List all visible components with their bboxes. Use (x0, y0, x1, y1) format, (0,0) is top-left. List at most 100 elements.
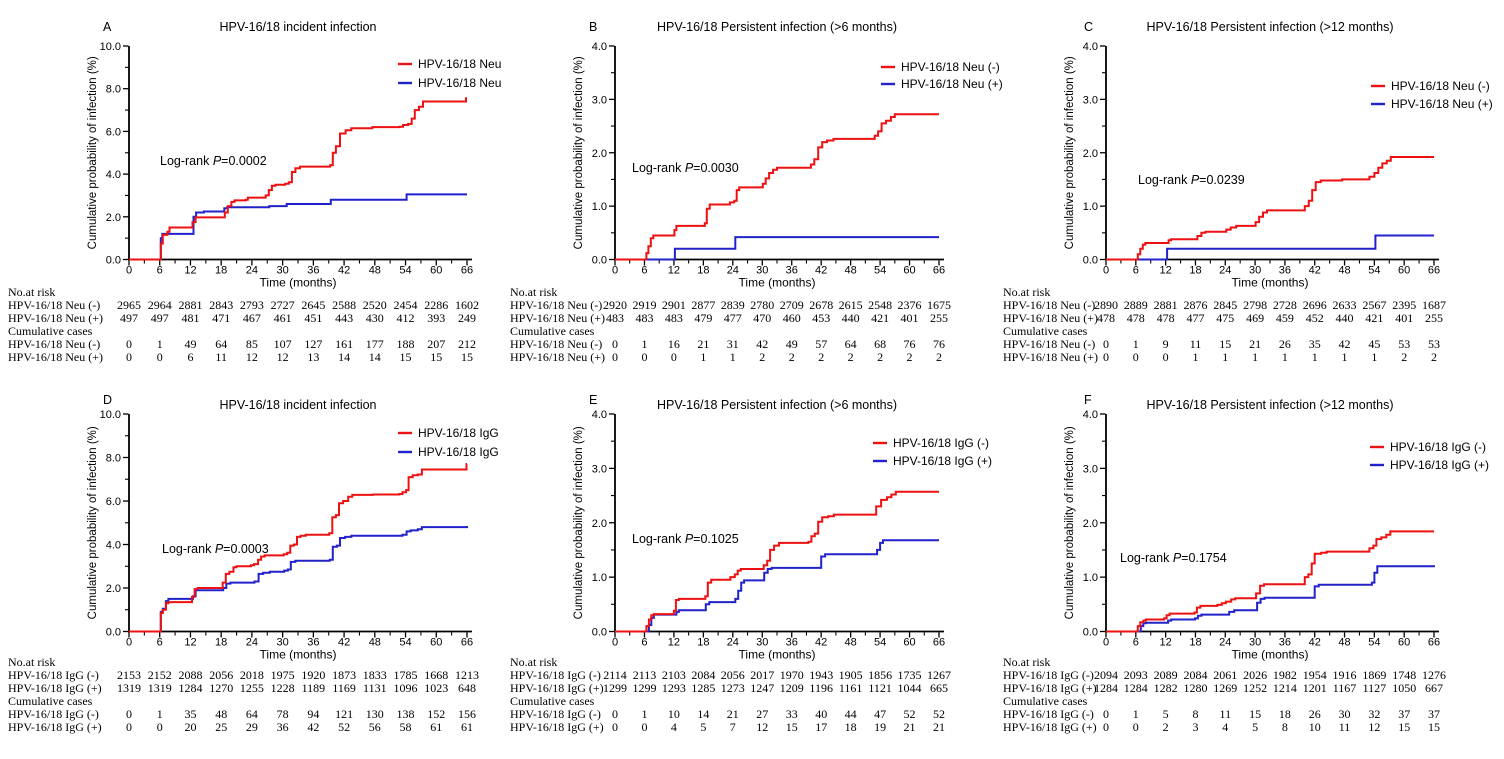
x-tick-label: 60 (1398, 637, 1410, 649)
risk-table-cell: 1131 (363, 680, 387, 695)
logrank-annotation: Log-rank P=0.0003 (162, 542, 269, 556)
legend-label: HPV-16/18 Neu (-) (418, 57, 501, 71)
x-tick-label: 6 (157, 637, 163, 649)
risk-table-row-label: HPV-16/18 IgG (+) (8, 680, 102, 695)
risk-table-cell: 2376 (897, 297, 922, 312)
logrank-annotation: Log-rank P=0.0239 (1138, 173, 1245, 187)
risk-table-cell: 2567 (1362, 297, 1387, 312)
risk-table-cell: 1 (700, 349, 707, 364)
panel-letter: D (103, 393, 112, 407)
risk-table-cell: 17 (815, 719, 828, 734)
y-tick-label: 2.0 (106, 583, 121, 595)
x-tick-label: 6 (641, 265, 647, 277)
km-chart-d: D HPV-16/18 incident infection Cumulative … (87, 393, 501, 662)
risk-table-cell: 15 (461, 349, 473, 364)
risk-table-section-header: No.at risk (8, 285, 56, 299)
x-tick-label: 0 (126, 637, 132, 649)
x-tick-label: 60 (430, 265, 442, 277)
risk-table-cell: 2061 (1213, 667, 1238, 682)
legend-label: HPV-16/18 IgG (-) (893, 436, 989, 450)
y-tick-label: 6.0 (106, 496, 121, 508)
y-axis-label: Cumulative probability of infection (%) (87, 426, 99, 619)
risk-table-row-label: HPV-16/18 Neu (-) (1003, 297, 1096, 312)
risk-table-cell: 52 (903, 706, 916, 721)
risk-table-cell: 53 (1428, 336, 1440, 351)
logrank-value: =0.1754 (1181, 551, 1227, 565)
series-line-negative (129, 463, 468, 633)
risk-table-cell: 0 (612, 706, 618, 721)
risk-table-cell: 61 (430, 719, 443, 734)
logrank-annotation: Log-rank P=0.0030 (632, 161, 739, 175)
risk-table-cell: 1196 (809, 680, 833, 695)
risk-table-cell: 45 (1368, 336, 1381, 351)
risk-table-cell: 10 (1308, 719, 1321, 734)
risk-table-cell: 16 (667, 336, 680, 351)
chart-title: HPV-16/18 Persistent infection (>12 mont… (1146, 398, 1393, 412)
panel-e: E HPV-16/18 Persistent infection (>6 mont… (501, 379, 1002, 759)
risk-table-cell: 2678 (809, 297, 834, 312)
risk-table-cell: 481 (181, 310, 200, 325)
x-tick-label: 24 (246, 265, 258, 277)
logrank-prefix: Log-rank (1120, 551, 1173, 565)
y-tick-label: 0.0 (106, 255, 121, 267)
risk-table-cell: 12 (1368, 719, 1381, 734)
panel-letter: F (1084, 393, 1092, 407)
risk-table-cell: 461 (273, 310, 292, 325)
risk-table-cell: 107 (273, 336, 292, 351)
risk-table-cell: 3 (1192, 719, 1199, 734)
risk-table-cell: 0 (126, 719, 132, 734)
chart-title: HPV-16/18 Persistent infection (>12 mont… (1146, 20, 1393, 34)
risk-table-row-label: HPV-16/18 IgG (-) (510, 706, 601, 721)
risk-table-cell: 26 (1278, 336, 1291, 351)
y-tick-label: 0.0 (592, 627, 607, 639)
risk-table-cell: 2017 (750, 667, 775, 682)
x-axis-label: Time (months) (739, 648, 816, 662)
y-tick-label: 4.0 (1083, 41, 1098, 53)
x-tick-label: 66 (461, 265, 473, 277)
risk-table-cell: 478 (1156, 310, 1175, 325)
risk-table-cell: 42 (756, 336, 769, 351)
y-tick-label: 4.0 (592, 41, 607, 53)
risk-table-cell: 2 (1401, 349, 1408, 364)
risk-table-row-label: HPV-16/18 Neu (+) (8, 310, 103, 325)
risk-table-cell: 25 (215, 719, 228, 734)
legend-label: HPV-16/18 Neu (+) (418, 76, 501, 90)
risk-table-cell: 467 (242, 310, 261, 325)
risk-table-cell: 35 (184, 706, 197, 721)
risk-table-cell: 15 (785, 719, 798, 734)
risk-table-row-label: HPV-16/18 IgG (+) (1003, 680, 1097, 695)
risk-table-cell: 2093 (1123, 667, 1148, 682)
x-tick-label: 24 (727, 637, 739, 649)
risk-table-cell: 20 (184, 719, 197, 734)
risk-table-cell: 470 (753, 310, 772, 325)
x-tick-label: 30 (756, 265, 768, 277)
risk-table-cell: 1280 (1183, 680, 1208, 695)
risk-table-cell: 401 (900, 310, 919, 325)
risk-table-cell: 1943 (809, 667, 834, 682)
x-tick-label: 36 (1279, 265, 1291, 277)
risk-table-section-header: Cumulative cases (1003, 323, 1088, 338)
x-tick-label: 30 (1249, 637, 1261, 649)
risk-table-cell: 1044 (897, 680, 922, 695)
risk-table-row-label: HPV-16/18 Neu (+) (1003, 349, 1098, 364)
risk-table-cell: 138 (396, 706, 415, 721)
risk-table-cell: 76 (903, 336, 916, 351)
x-tick-label: 24 (1219, 265, 1231, 277)
risk-table-cell: 479 (694, 310, 713, 325)
risk-table-cell: 1050 (1392, 680, 1417, 695)
risk-table-cell: 2876 (1183, 297, 1208, 312)
risk-table-row-label: HPV-16/18 Neu (+) (510, 349, 605, 364)
risk-table-cell: 1252 (1243, 680, 1268, 695)
risk-table-cell: 2728 (1272, 297, 1297, 312)
risk-table-cell: 1 (641, 336, 648, 351)
series-line-positive (615, 539, 939, 633)
risk-table-cell: 1970 (779, 667, 804, 682)
risk-table-cell: 0 (612, 349, 618, 364)
risk-table-section-header: Cumulative cases (8, 323, 93, 338)
legend-label: HPV-16/18 IgG (-) (418, 426, 501, 440)
risk-table-cell: 1975 (270, 667, 295, 682)
risk-table-cell: 469 (1246, 310, 1265, 325)
x-tick-label: 54 (1368, 265, 1380, 277)
risk-table-cell: 32 (1368, 706, 1381, 721)
